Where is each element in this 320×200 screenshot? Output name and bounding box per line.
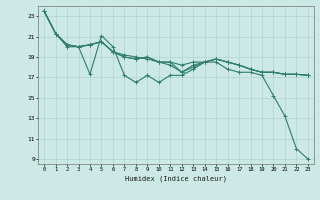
X-axis label: Humidex (Indice chaleur): Humidex (Indice chaleur) (125, 175, 227, 182)
